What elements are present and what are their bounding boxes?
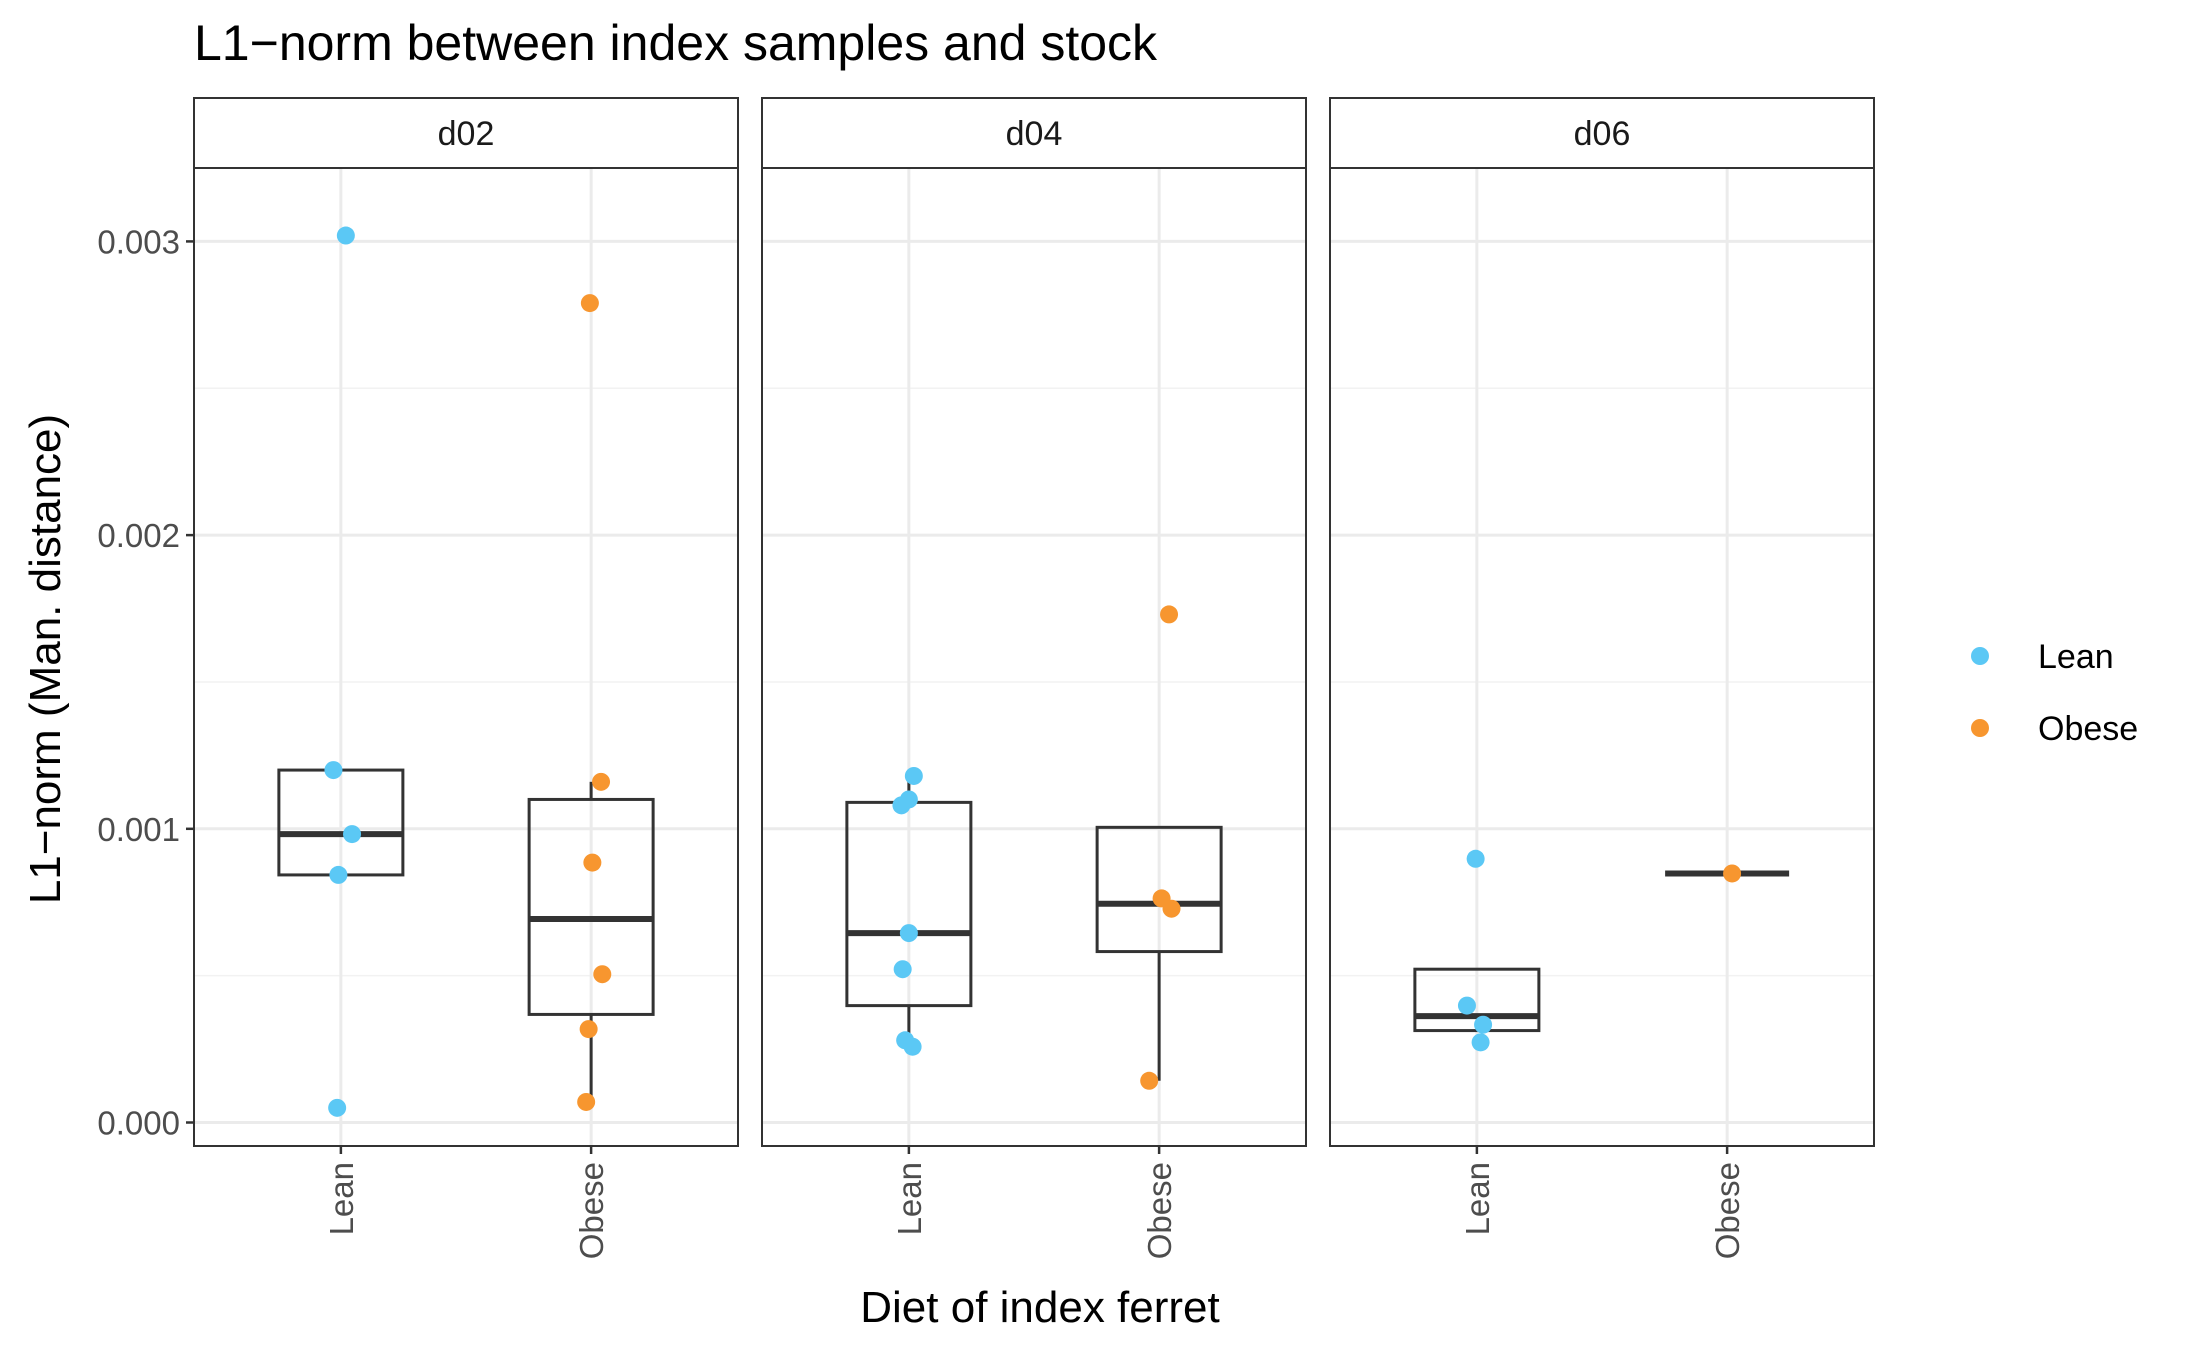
y-tick-label: 0.000	[97, 1105, 180, 1142]
x-tick-label: Lean	[891, 1162, 928, 1235]
data-point-obese	[1160, 605, 1179, 624]
data-point-obese	[593, 965, 612, 984]
legend-key	[1971, 647, 1989, 665]
data-point-lean	[324, 761, 343, 780]
box-group-lean	[845, 766, 973, 1056]
legend: Lean Obese	[1971, 638, 2138, 748]
data-point-obese	[580, 294, 599, 313]
data-point-obese	[1140, 1071, 1159, 1090]
data-point-obese	[1162, 899, 1181, 918]
data-point-lean	[336, 226, 355, 245]
x-tick-label: Obese	[1141, 1162, 1178, 1259]
data-point-lean	[1457, 996, 1476, 1015]
data-point-lean	[328, 1098, 347, 1117]
data-point-lean	[1474, 1015, 1493, 1034]
data-point-lean	[893, 960, 912, 979]
data-point-lean	[1471, 1033, 1490, 1052]
data-point-obese	[577, 1092, 596, 1111]
y-tick-label: 0.001	[97, 811, 180, 848]
facet-strip	[761, 97, 1307, 169]
facet-label: d04	[1006, 115, 1063, 153]
data-point-lean	[903, 1037, 922, 1056]
x-tick-label: Lean	[323, 1162, 360, 1235]
box	[1095, 825, 1223, 954]
y-axis-label: L1−norm (Man. distance)	[21, 414, 70, 904]
panel-background	[762, 168, 1306, 1146]
facets: d02 Lean Obese d04 Lean Obese d06 Lean Obese	[193, 97, 1875, 1259]
x-tick-label: Lean	[1459, 1162, 1496, 1235]
legend-key	[1971, 719, 1989, 737]
data-point-lean	[892, 796, 911, 815]
chart-title: L1−norm between index samples and stock	[194, 15, 1158, 71]
y-tick-label: 0.002	[97, 517, 180, 554]
facet-strip	[193, 97, 739, 169]
data-point-obese	[583, 853, 602, 872]
data-point-lean	[904, 766, 923, 785]
data-point-lean	[1466, 849, 1485, 868]
facet-panel-d04: d04 Lean Obese	[761, 97, 1307, 1259]
box-group-obese	[1095, 605, 1223, 1090]
panel-border	[761, 167, 1307, 1147]
y-tick-label: 0.003	[97, 223, 180, 260]
data-point-lean	[329, 865, 348, 884]
x-axis-label: Diet of index ferret	[860, 1283, 1220, 1332]
y-axis: 0.000 0.001 0.002 0.003	[97, 223, 194, 1142]
facet-label: d06	[1574, 115, 1631, 153]
panel-background	[1330, 168, 1874, 1146]
data-point-lean	[343, 825, 362, 844]
panel-background	[194, 168, 738, 1146]
legend-label: Obese	[2038, 710, 2138, 748]
facet-panel-d06: d06 Lean Obese	[1329, 97, 1875, 1259]
data-point-lean	[899, 924, 918, 943]
box-group-lean	[1413, 849, 1541, 1052]
box-group-lean	[277, 226, 405, 1117]
data-point-obese	[592, 772, 611, 791]
panel-border	[193, 167, 739, 1147]
facet-panel-d02: d02 Lean Obese	[193, 97, 739, 1259]
data-point-obese	[579, 1020, 598, 1039]
box-group-obese	[527, 294, 655, 1111]
x-tick-label: Obese	[1709, 1162, 1746, 1259]
box	[527, 797, 655, 1016]
panel-border	[1329, 167, 1875, 1147]
data-point-obese	[1723, 864, 1742, 883]
facet-strip	[1329, 97, 1875, 169]
facet-label: d02	[438, 115, 495, 153]
box-group-obese	[1665, 864, 1790, 883]
legend-label: Lean	[2038, 638, 2114, 676]
x-tick-label: Obese	[573, 1162, 610, 1259]
